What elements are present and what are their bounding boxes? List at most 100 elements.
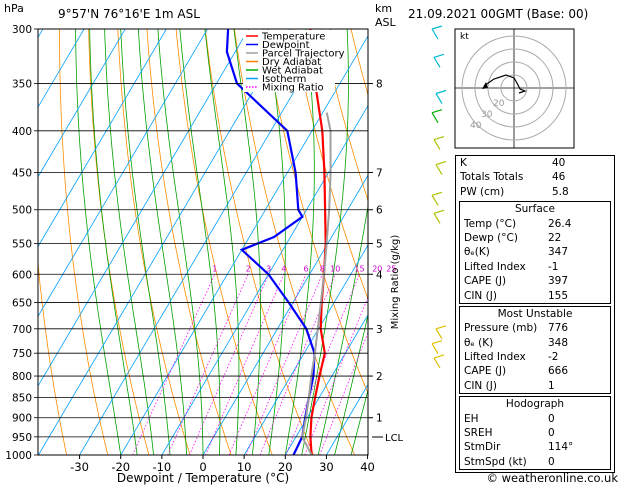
legend-label: Mixing Ratio xyxy=(262,83,324,94)
asl-unit-label: ASL xyxy=(375,16,396,29)
pressure-unit-label: hPa xyxy=(4,2,24,15)
hodograph-row: StmSpd (kt) 0 xyxy=(464,455,555,468)
isotherm xyxy=(243,244,368,455)
isotherm xyxy=(284,314,368,455)
legend-background xyxy=(243,30,335,92)
km-tick-label: 7 xyxy=(376,167,383,179)
wind-barb xyxy=(433,357,441,369)
dry-adiabat xyxy=(146,29,232,455)
mixing-ratio-label: 10 xyxy=(330,264,340,273)
most-unstable-row: CAPE (J) 666 xyxy=(464,365,569,378)
indices-panel: K 40 Totals Totals 46 PW (cm) 5.8 Surface T… xyxy=(455,155,615,474)
dry-adiabat xyxy=(292,29,368,300)
mixing-ratio-label: 25 xyxy=(386,264,396,273)
most-unstable-row: θₑ (K) 348 xyxy=(464,336,569,349)
wind-barb xyxy=(431,112,439,123)
hodograph-row: SREH 0 xyxy=(464,427,555,440)
datetime-label: 21.09.2021 00GMT (Base: 00) xyxy=(408,7,589,21)
wind-barb-flag xyxy=(433,53,445,58)
mixing-ratio-label: 6 xyxy=(303,264,308,273)
wet-adiabat xyxy=(157,29,204,455)
most-unstable-row: CIN (J) 1 xyxy=(464,379,555,392)
pressure-tick-label: 850 xyxy=(12,392,32,404)
copyright: © weatheronline.co.uk xyxy=(486,471,618,485)
most-unstable-row: Pressure (mb) 776 xyxy=(464,322,569,335)
wet-adiabat xyxy=(137,29,187,455)
hodograph-ring-label: 20 xyxy=(493,99,505,109)
index-row-k: K 40 xyxy=(460,157,566,169)
hodograph-ring-label: 40 xyxy=(470,121,482,131)
temperature-tick-label: 10 xyxy=(237,460,252,474)
wind-barb-flag xyxy=(435,89,447,95)
location-label: 9°57'N 76°16'E 1m ASL xyxy=(58,7,200,21)
wind-barb-flag xyxy=(435,160,447,166)
wind-barb-flag xyxy=(433,209,445,214)
wind-barb-flag xyxy=(431,25,443,30)
most-unstable-row: Lifted Index -2 xyxy=(464,351,559,364)
wind-barb xyxy=(433,212,441,224)
pressure-tick-label: 400 xyxy=(12,126,32,138)
mixing-ratio-label: 15 xyxy=(354,264,364,273)
wind-barb-flag xyxy=(433,354,445,359)
legend-label: Dry Adiabat xyxy=(262,57,321,68)
wind-barb xyxy=(435,93,443,104)
wet-adiabat xyxy=(317,203,368,455)
pressure-tick-label: 900 xyxy=(12,413,32,425)
dry-adiabat xyxy=(204,29,314,455)
hodograph-row: EH 0 xyxy=(464,412,555,425)
surface-row: CIN (J) 155 xyxy=(464,289,569,302)
wind-barb xyxy=(431,194,439,206)
dry-adiabat xyxy=(59,29,109,455)
pressure-tick-labels: 300 350 400 450 500 550 600 650 700 750 800 850 900 9… xyxy=(5,24,32,462)
pressure-tick-label: 650 xyxy=(12,298,32,310)
wind-barb xyxy=(431,343,439,354)
temperature-tick-label: -20 xyxy=(111,460,130,474)
hodograph-unit: kt xyxy=(460,32,469,42)
surface-row: CAPE (J) 397 xyxy=(464,275,569,288)
hodograph: kt 40 30 20 xyxy=(454,28,575,149)
wind-barb-flag xyxy=(431,109,443,114)
surface-section: Surface Temp (°C) 26.4 Dewp (°C) 22 θₑ(K) 3… xyxy=(459,201,611,304)
pressure-tick-label: 1000 xyxy=(5,450,32,462)
pressure-tick-label: 700 xyxy=(12,324,32,336)
surface-row: Dewp (°C) 22 xyxy=(464,231,562,244)
wet-adiabat xyxy=(120,29,171,455)
wind-barb-flag xyxy=(433,135,445,141)
pressure-tick-label: 550 xyxy=(12,238,32,250)
x-axis-title: Dewpoint / Temperature (°C) xyxy=(117,471,289,485)
hodograph-title: Hodograph xyxy=(505,398,565,411)
wet-adiabat xyxy=(179,29,221,455)
legend-label: Dewpoint xyxy=(262,40,310,51)
temperature-tick-label: 40 xyxy=(360,460,375,474)
most-unstable-title: Most Unstable xyxy=(497,307,573,320)
hodograph-section: Hodograph EH 0 SREH 0 StmDir 114° StmSpd (k… xyxy=(459,396,611,471)
temperature-tick-label: -30 xyxy=(70,460,89,474)
surface-row: θₑ(K) 347 xyxy=(464,246,569,259)
pressure-tick-label: 450 xyxy=(12,167,32,179)
index-row-pw: PW (cm) 5.8 xyxy=(460,185,569,198)
wet-adiabat xyxy=(104,29,154,455)
dry-adiabat xyxy=(233,29,355,455)
hodograph-ring xyxy=(500,74,528,102)
wind-barb xyxy=(433,57,441,68)
wind-barb xyxy=(435,164,443,175)
dry-adiabat xyxy=(88,29,150,455)
wind-barb xyxy=(431,28,439,40)
km-tick-label: 4 xyxy=(376,269,383,281)
mixing-ratio-label: 4 xyxy=(281,264,286,273)
series-parcel-trajectory xyxy=(301,112,332,455)
surface-row: Temp (°C) 26.4 xyxy=(464,217,572,230)
index-row-totals: Totals Totals 46 xyxy=(460,171,566,184)
wet-adiabat xyxy=(334,313,368,455)
wet-adiabat xyxy=(75,29,122,455)
surface-title: Surface xyxy=(514,203,555,216)
lcl-label: LCL xyxy=(385,433,404,444)
mixing-ratio-axis-title: Mixing Ratio (g/kg) xyxy=(390,235,401,330)
wind-barb-flag xyxy=(431,340,443,345)
mixing-ratio-line xyxy=(228,274,307,455)
dry-adiabat xyxy=(38,259,67,455)
km-tick-label: 6 xyxy=(376,205,383,217)
wet-adiabat xyxy=(350,388,368,455)
wind-barb-flag xyxy=(435,325,447,330)
